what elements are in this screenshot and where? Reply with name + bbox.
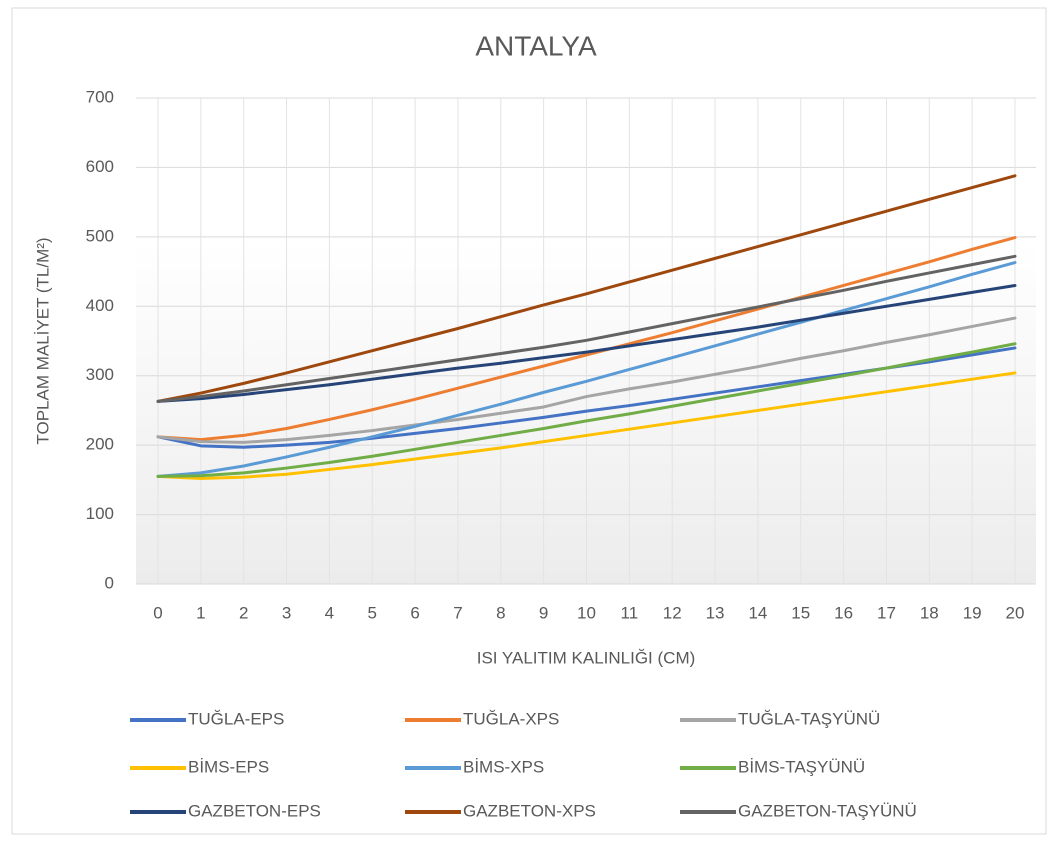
x-tick-label: 17 (877, 603, 896, 622)
y-tick-label: 500 (86, 226, 114, 245)
legend-label: TUĞLA-EPS (188, 709, 284, 728)
legend-label: BİMS-EPS (188, 757, 269, 776)
legend-label: GAZBETON-XPS (463, 801, 596, 820)
y-tick-label: 300 (86, 365, 114, 384)
series-line (156, 261, 1017, 478)
series-line (156, 371, 1017, 480)
x-tick-label: 5 (368, 603, 377, 622)
x-tick-label: 0 (153, 603, 162, 622)
x-tick-label: 8 (496, 603, 505, 622)
y-tick-label: 700 (86, 87, 114, 106)
y-tick-label: 200 (86, 435, 114, 454)
y-tick-label: 0 (105, 573, 114, 592)
x-tick-label: 9 (539, 603, 548, 622)
legend-label: BİMS-TAŞYÜNÜ (738, 757, 865, 776)
series-line (156, 174, 1017, 403)
x-tick-label: 12 (663, 603, 682, 622)
y-tick-label: 400 (86, 296, 114, 315)
series-line (156, 254, 1017, 403)
y-tick-label: 600 (86, 157, 114, 176)
x-tick-label: 20 (1006, 603, 1025, 622)
legend-label: GAZBETON-TAŞYÜNÜ (738, 801, 917, 820)
x-tick-label: 19 (963, 603, 982, 622)
legend-label: BİMS-XPS (463, 757, 544, 776)
legend-label: TUĞLA-XPS (463, 709, 559, 728)
x-tick-label: 10 (577, 603, 596, 622)
x-tick-label: 14 (748, 603, 767, 622)
x-tick-label: 2 (239, 603, 248, 622)
series-line (156, 316, 1017, 444)
y-tick-label: 100 (86, 504, 114, 523)
series-line (156, 283, 1017, 403)
chart-title: ANTALYA (475, 30, 597, 61)
legend-label: TUĞLA-TAŞYÜNÜ (738, 709, 880, 728)
x-tick-label: 13 (706, 603, 725, 622)
legend-label: GAZBETON-EPS (188, 801, 321, 820)
series-line (156, 236, 1017, 442)
x-tick-label: 1 (196, 603, 205, 622)
x-tick-label: 15 (791, 603, 810, 622)
x-tick-label: 18 (920, 603, 939, 622)
y-axis-title: TOPLAM MALİYET (TL/M²) (33, 237, 52, 444)
x-tick-label: 7 (453, 603, 462, 622)
x-tick-label: 11 (621, 603, 639, 622)
x-tick-label: 16 (834, 603, 853, 622)
x-axis-title: ISI YALITIM KALINLIĞI (CM) (477, 648, 696, 667)
x-tick-label: 3 (282, 603, 291, 622)
x-tick-label: 4 (325, 603, 334, 622)
x-tick-label: 6 (410, 603, 419, 622)
series-line (156, 342, 1017, 478)
